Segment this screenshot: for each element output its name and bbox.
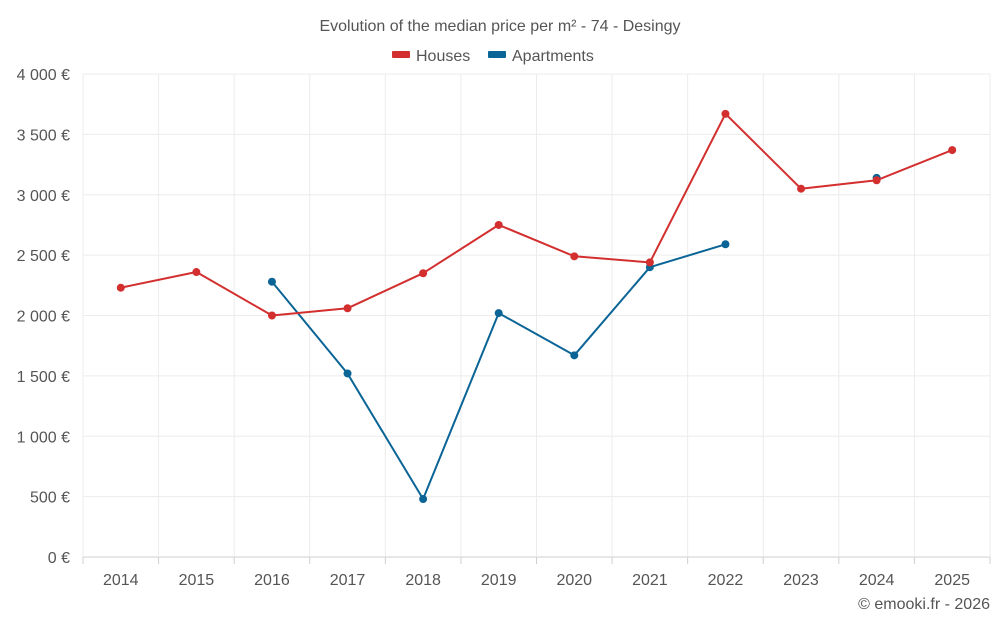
grid <box>82 73 991 558</box>
data-point-houses[interactable] <box>645 258 654 267</box>
legend-label-apartments: Apartments <box>512 48 594 65</box>
y-tick-label: 3 500 € <box>17 127 70 144</box>
y-tick-label: 3 000 € <box>17 188 70 205</box>
data-point-houses[interactable] <box>721 109 730 118</box>
series-line-houses <box>120 112 953 317</box>
x-tick-label: 2022 <box>708 572 744 589</box>
legend-item-houses[interactable]: Houses <box>392 48 470 65</box>
series <box>116 109 957 504</box>
data-point-houses[interactable] <box>343 304 352 313</box>
y-tick-label: 500 € <box>30 490 70 507</box>
y-tick-label: 1 500 € <box>17 369 70 386</box>
x-tick-label: 2023 <box>783 572 819 589</box>
legend-item-apartments[interactable]: Apartments <box>488 48 594 65</box>
axes: 0 € 500 € 1 000 € 1 500 € 2 000 € 2 500 € 3 00… <box>17 67 991 589</box>
data-point-apartments[interactable] <box>570 351 579 360</box>
data-point-apartments[interactable] <box>494 309 503 318</box>
x-tick-label: 2017 <box>330 572 366 589</box>
x-tick-label: 2025 <box>934 572 970 589</box>
x-tick-label: 2024 <box>859 572 895 589</box>
credit-text: © emooki.fr - 2026 <box>858 596 990 613</box>
y-tick-label: 2 500 € <box>17 248 70 265</box>
data-point-apartments[interactable] <box>343 369 352 378</box>
data-point-houses[interactable] <box>872 176 881 185</box>
legend-swatch-apartments <box>488 51 506 58</box>
data-point-houses[interactable] <box>797 184 806 193</box>
data-point-apartments[interactable] <box>267 277 276 286</box>
legend: Houses Apartments <box>392 48 594 65</box>
data-point-houses[interactable] <box>267 311 276 320</box>
data-point-apartments[interactable] <box>721 240 730 249</box>
x-tick-label: 2021 <box>632 572 668 589</box>
data-point-apartments[interactable] <box>419 495 428 504</box>
x-tick-label: 2020 <box>556 572 592 589</box>
data-point-houses[interactable] <box>948 146 957 155</box>
x-tick-label: 2016 <box>254 572 290 589</box>
y-tick-label: 0 € <box>48 550 70 567</box>
data-point-houses[interactable] <box>192 268 201 277</box>
data-point-houses[interactable] <box>570 252 579 261</box>
series-line-apartments <box>271 243 726 500</box>
legend-swatch-houses <box>392 51 410 58</box>
y-tick-label: 2 000 € <box>17 309 70 326</box>
y-tick-label: 1 000 € <box>17 429 70 446</box>
x-tick-label: 2014 <box>103 572 139 589</box>
chart-title: Evolution of the median price per m² - 7… <box>319 18 680 35</box>
x-tick-label: 2019 <box>481 572 517 589</box>
data-point-houses[interactable] <box>419 269 428 278</box>
legend-label-houses: Houses <box>416 48 470 65</box>
x-tick-label: 2015 <box>179 572 215 589</box>
y-tick-label: 4 000 € <box>17 67 70 84</box>
data-point-houses[interactable] <box>494 220 503 229</box>
data-point-houses[interactable] <box>116 283 125 292</box>
x-tick-label: 2018 <box>405 572 441 589</box>
